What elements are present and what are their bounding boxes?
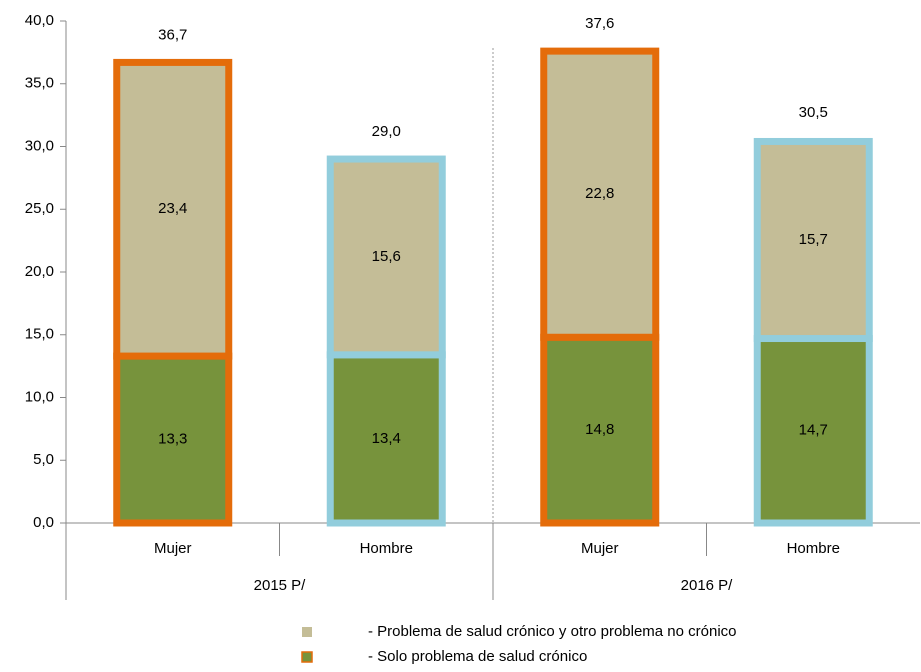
bar-segment bbox=[540, 47, 660, 341]
bar-segment bbox=[113, 352, 233, 527]
bar-segment bbox=[326, 351, 446, 527]
x-tick-label: Hombre bbox=[787, 540, 840, 557]
value-label: 13,4 bbox=[372, 430, 401, 447]
x-tick-label: Mujer bbox=[154, 540, 192, 557]
x-tick-label: Mujer bbox=[581, 540, 619, 557]
group-label: 2015 P/ bbox=[254, 577, 307, 594]
total-label: 30,5 bbox=[799, 104, 828, 121]
group-label: 2016 P/ bbox=[681, 577, 734, 594]
y-tick-label: 15,0 bbox=[25, 326, 54, 343]
value-label: 22,8 bbox=[585, 185, 614, 202]
y-tick-label: 10,0 bbox=[25, 388, 54, 405]
bar-segment bbox=[326, 155, 446, 359]
value-label: 15,6 bbox=[372, 248, 401, 265]
y-tick-label: 25,0 bbox=[25, 200, 54, 217]
bar-segment bbox=[113, 58, 233, 360]
bar-segment bbox=[753, 137, 873, 343]
y-tick-label: 5,0 bbox=[33, 451, 54, 468]
y-tick-label: 40,0 bbox=[25, 12, 54, 29]
value-label: 14,8 bbox=[585, 421, 614, 438]
legend-swatch bbox=[301, 651, 313, 663]
value-label: 15,7 bbox=[799, 231, 828, 248]
total-label: 29,0 bbox=[372, 123, 401, 140]
y-tick-label: 0,0 bbox=[33, 514, 54, 531]
value-label: 14,7 bbox=[799, 422, 828, 439]
legend-label: - Problema de salud crónico y otro probl… bbox=[368, 623, 737, 640]
value-label: 23,4 bbox=[158, 200, 187, 217]
total-label: 37,6 bbox=[585, 15, 614, 32]
y-tick-label: 35,0 bbox=[25, 75, 54, 92]
total-label: 36,7 bbox=[158, 26, 187, 43]
y-tick-label: 20,0 bbox=[25, 263, 54, 280]
value-label: 13,3 bbox=[158, 431, 187, 448]
x-tick-label: Hombre bbox=[360, 540, 413, 557]
legend-label: - Solo problema de salud crónico bbox=[368, 648, 587, 665]
y-tick-label: 30,0 bbox=[25, 137, 54, 154]
legend-swatch bbox=[302, 627, 312, 637]
